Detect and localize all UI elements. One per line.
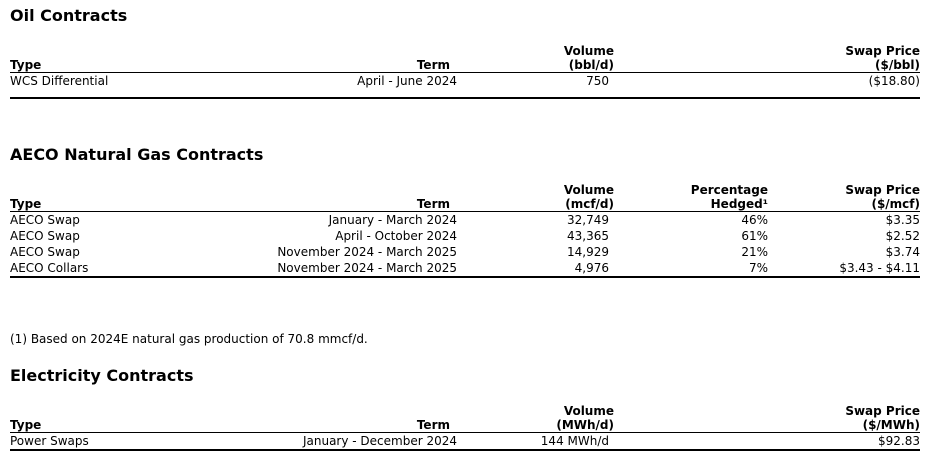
- cell-type: AECO Swap: [10, 213, 80, 227]
- column-header-label: Type: [10, 197, 42, 211]
- table-row: WCS Differential April - June 2024 750 ($18…: [10, 72, 920, 99]
- column-header-line1: Volume: [563, 183, 614, 197]
- cell-swap-price: $92.83: [614, 432, 920, 451]
- table-body: WCS Differential April - June 2024 750 ($18…: [10, 72, 920, 99]
- cell-swap-price: $3.74: [885, 245, 920, 259]
- cell-swap-price: $2.52: [885, 229, 920, 243]
- column-header-type: Type: [10, 183, 190, 212]
- oil-section-heading: Oil Contracts: [10, 6, 128, 25]
- aeco-contracts-table: Type Term Volume (mcf/d) Percentage Hedged¹ Sw…: [10, 183, 920, 278]
- cell-type: Power Swaps: [10, 432, 190, 451]
- cell-swap-price: $3.43 - $4.11: [768, 260, 920, 278]
- cell-term: January - December 2024: [190, 432, 457, 451]
- column-header-swap-price: Swap Price ($/mcf): [768, 183, 920, 212]
- column-header-label: (MWh/d): [556, 418, 614, 432]
- cell-volume: 144 MWh/d: [457, 432, 614, 451]
- column-header-label: Term: [416, 197, 450, 211]
- contracts-report: Oil Contracts Type Term Volume (bbl/d) Swap P…: [10, 8, 927, 451]
- column-header-label: Term: [416, 418, 450, 432]
- cell-term: November 2024 - March 2025: [277, 245, 457, 259]
- header-row: Type Term Volume (bbl/d) Swap Price ($/bbl): [10, 44, 920, 73]
- table-header: Type Term Volume (bbl/d) Swap Price ($/bbl): [10, 44, 920, 73]
- cell-term: January - March 2024: [328, 213, 457, 227]
- column-header-label: (bbl/d): [568, 58, 614, 72]
- column-header-label: ($/MWh): [862, 418, 920, 432]
- cell-type: AECO Swap: [10, 245, 80, 259]
- cell-volume: 750: [457, 72, 614, 99]
- column-header-term: Term: [190, 404, 457, 433]
- electricity-contracts-table: Type Term Volume (MWh/d) Swap Price ($/MWh) Po…: [10, 404, 920, 451]
- cell-percentage-hedged: 7%: [614, 260, 768, 278]
- column-header-line1: Volume: [563, 44, 614, 58]
- table-row: AECO Swap January - March 2024 32,749 46% $3…: [10, 212, 920, 229]
- column-header-label: Hedged¹: [710, 197, 768, 211]
- column-header-volume: Volume (mcf/d): [457, 183, 614, 212]
- cell-percentage-hedged: 46%: [741, 213, 768, 227]
- table-header: Type Term Volume (mcf/d) Percentage Hedged¹ Sw…: [10, 183, 920, 212]
- table-row: AECO Collars November 2024 - March 2025 4,…: [10, 260, 920, 278]
- oil-contracts-section: Oil Contracts Type Term Volume (bbl/d) Swap P…: [10, 8, 927, 99]
- cell-term: April - June 2024: [190, 72, 457, 99]
- aeco-contracts-section: AECO Natural Gas Contracts Type Term Volume…: [10, 147, 927, 347]
- table-body: Power Swaps January - December 2024 144 MW…: [10, 432, 920, 451]
- column-header-line1: Swap Price: [845, 404, 920, 418]
- column-header-swap-price: Swap Price ($/bbl): [614, 44, 920, 73]
- cell-percentage-hedged: 21%: [741, 245, 768, 259]
- cell-volume: 4,976: [457, 260, 614, 278]
- table-header: Type Term Volume (MWh/d) Swap Price ($/MWh): [10, 404, 920, 433]
- header-row: Type Term Volume (MWh/d) Swap Price ($/MWh): [10, 404, 920, 433]
- cell-type: AECO Collars: [10, 260, 190, 278]
- electricity-section-heading: Electricity Contracts: [10, 366, 194, 385]
- column-header-line1: Swap Price: [845, 183, 920, 197]
- cell-volume: 32,749: [567, 213, 609, 227]
- table-body: AECO Swap January - March 2024 32,749 46% $3…: [10, 212, 920, 278]
- column-header-label: (mcf/d): [565, 197, 614, 211]
- table-row: AECO Swap April - October 2024 43,365 61% $2…: [10, 228, 920, 244]
- cell-swap-price: $3.35: [885, 213, 920, 227]
- column-header-swap-price: Swap Price ($/MWh): [614, 404, 920, 433]
- column-header-label: Type: [10, 418, 42, 432]
- column-header-label: ($/bbl): [875, 58, 920, 72]
- cell-volume: 43,365: [567, 229, 609, 243]
- column-header-percentage-hedged: Percentage Hedged¹: [614, 183, 768, 212]
- column-header-type: Type: [10, 44, 190, 73]
- column-header-type: Type: [10, 404, 190, 433]
- column-header-label: ($/mcf): [871, 197, 920, 211]
- cell-term: November 2024 - March 2025: [190, 260, 457, 278]
- oil-contracts-table: Type Term Volume (bbl/d) Swap Price ($/bbl) WC…: [10, 44, 920, 99]
- column-header-volume: Volume (MWh/d): [457, 404, 614, 433]
- column-header-label: Term: [416, 58, 450, 72]
- cell-type: AECO Swap: [10, 229, 80, 243]
- column-header-volume: Volume (bbl/d): [457, 44, 614, 73]
- column-header-line1: Volume: [563, 404, 614, 418]
- column-header-term: Term: [190, 44, 457, 73]
- column-header-term: Term: [190, 183, 457, 212]
- cell-swap-price: ($18.80): [614, 72, 920, 99]
- cell-percentage-hedged: 61%: [741, 229, 768, 243]
- column-header-line1: Percentage: [690, 183, 768, 197]
- electricity-contracts-section: Electricity Contracts Type Term Volume (MWh/…: [10, 368, 927, 451]
- cell-volume: 14,929: [567, 245, 609, 259]
- cell-type: WCS Differential: [10, 72, 190, 99]
- cell-term: April - October 2024: [335, 229, 457, 243]
- header-row: Type Term Volume (mcf/d) Percentage Hedged¹ Sw…: [10, 183, 920, 212]
- column-header-label: Type: [10, 58, 42, 72]
- aeco-section-heading: AECO Natural Gas Contracts: [10, 145, 264, 164]
- table-row: Power Swaps January - December 2024 144 MW…: [10, 432, 920, 451]
- column-header-line1: Swap Price: [845, 44, 920, 58]
- table-row: AECO Swap November 2024 - March 2025 14,92…: [10, 244, 920, 260]
- footnote: (1) Based on 2024E natural gas productio…: [10, 332, 368, 346]
